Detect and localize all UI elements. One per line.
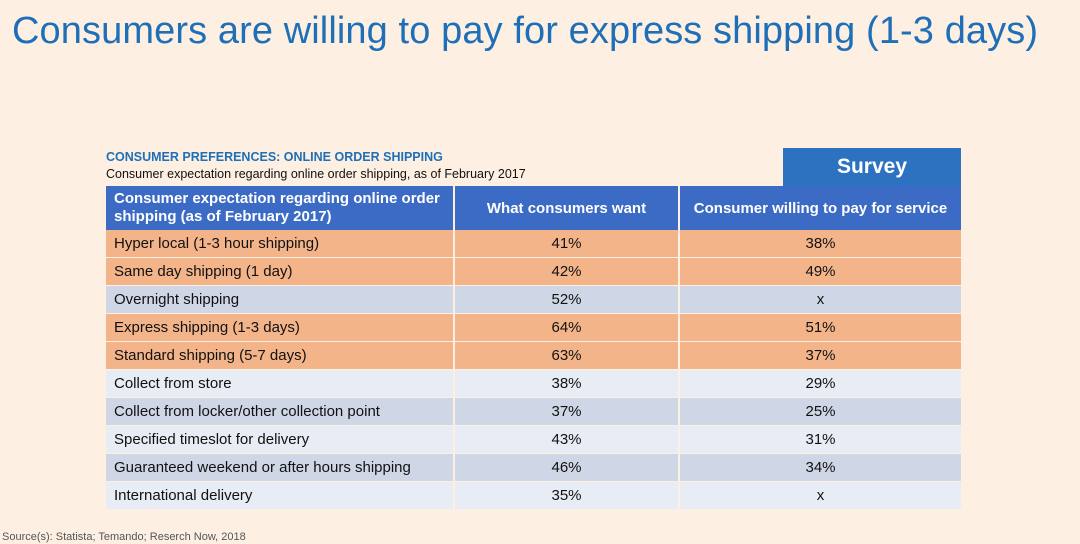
table-row: Collect from locker/other collection poi… xyxy=(106,397,961,426)
table-row: Specified timeslot for delivery 43% 31% xyxy=(106,425,961,454)
row-pay-cell: 49% xyxy=(679,257,961,286)
source-note: Source(s): Statista; Temando; Reserch No… xyxy=(2,531,246,543)
row-pay-cell: 25% xyxy=(679,397,961,426)
row-label-cell: Express shipping (1-3 days) xyxy=(106,313,455,342)
table-body: Hyper local (1-3 hour shipping) 41% 38% Sam… xyxy=(106,230,961,510)
row-label-cell: Collect from locker/other collection poi… xyxy=(106,397,455,426)
row-label-cell: Guaranteed weekend or after hours shippi… xyxy=(106,453,455,482)
table-heading: CONSUMER PREFERENCES: ONLINE ORDER SHIPP… xyxy=(106,150,443,164)
header-expectation: Consumer expectation regarding online or… xyxy=(106,186,455,230)
row-label-cell: Collect from store xyxy=(106,369,455,398)
table-row: Same day shipping (1 day) 42% 49% xyxy=(106,257,961,286)
row-want-cell: 35% xyxy=(454,481,680,510)
row-pay-cell: 34% xyxy=(679,453,961,482)
row-pay-cell: 51% xyxy=(679,313,961,342)
row-want-cell: 42% xyxy=(454,257,680,286)
row-pay-cell: x xyxy=(679,481,961,510)
table-header-row: Consumer expectation regarding online or… xyxy=(106,186,961,230)
row-want-cell: 52% xyxy=(454,285,680,314)
row-want-cell: 46% xyxy=(454,453,680,482)
table-row: Overnight shipping 52% x xyxy=(106,285,961,314)
survey-badge-label: Survey xyxy=(836,155,908,178)
table-subheading: Consumer expectation regarding online or… xyxy=(106,167,526,181)
header-want: What consumers want xyxy=(454,186,680,230)
row-want-cell: 43% xyxy=(454,425,680,454)
row-want-cell: 41% xyxy=(454,230,680,258)
shipping-preferences-table: Consumer expectation regarding online or… xyxy=(106,186,961,510)
table-row: Standard shipping (5-7 days) 63% 37% xyxy=(106,341,961,370)
header-pay: Consumer willing to pay for service xyxy=(679,186,961,230)
row-label-cell: Standard shipping (5-7 days) xyxy=(106,341,455,370)
row-pay-cell: 29% xyxy=(679,369,961,398)
row-label-cell: Specified timeslot for delivery xyxy=(106,425,455,454)
table-row: Express shipping (1-3 days) 64% 51% xyxy=(106,313,961,342)
row-want-cell: 64% xyxy=(454,313,680,342)
row-pay-cell: x xyxy=(679,285,961,314)
row-want-cell: 63% xyxy=(454,341,680,370)
table-row: Hyper local (1-3 hour shipping) 41% 38% xyxy=(106,230,961,258)
table-row: Collect from store 38% 29% xyxy=(106,369,961,398)
row-pay-cell: 38% xyxy=(679,230,961,258)
table-row: Guaranteed weekend or after hours shippi… xyxy=(106,453,961,482)
table-row: International delivery 35% x xyxy=(106,481,961,510)
row-pay-cell: 31% xyxy=(679,425,961,454)
survey-badge: Survey xyxy=(783,148,961,186)
row-want-cell: 37% xyxy=(454,397,680,426)
row-want-cell: 38% xyxy=(454,369,680,398)
row-pay-cell: 37% xyxy=(679,341,961,370)
row-label-cell: Hyper local (1-3 hour shipping) xyxy=(106,230,455,258)
row-label-cell: Same day shipping (1 day) xyxy=(106,257,455,286)
slide-title: Consumers are willing to pay for express… xyxy=(12,10,1039,52)
row-label-cell: Overnight shipping xyxy=(106,285,455,314)
row-label-cell: International delivery xyxy=(106,481,455,510)
